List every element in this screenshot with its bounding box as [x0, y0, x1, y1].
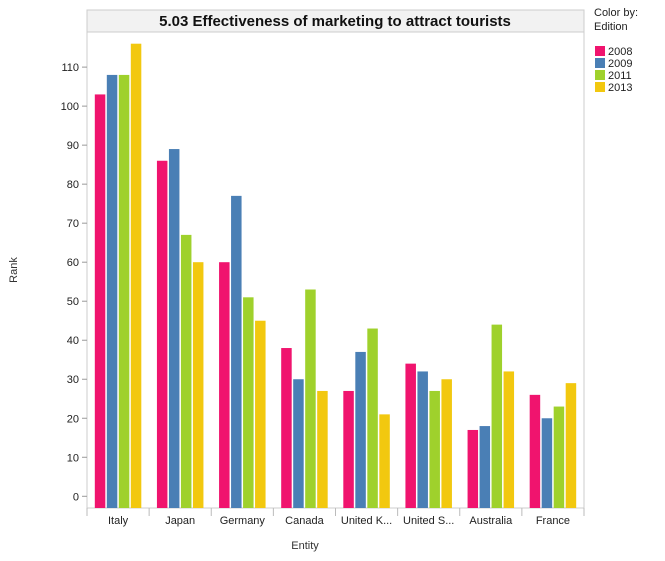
y-tick-label-60: 60	[67, 257, 79, 269]
bar-4-2008	[343, 390, 354, 508]
y-tick-label-50: 50	[67, 296, 79, 308]
x-tick-label-6: Australia	[469, 515, 513, 527]
bars	[94, 43, 577, 509]
legend-swatch-2011	[595, 70, 605, 80]
bar-4-2011	[367, 328, 378, 508]
legend-swatch-2009	[595, 58, 605, 68]
bar-3-2013	[317, 390, 328, 508]
chart-title: 5.03 Effectiveness of marketing to attra…	[159, 13, 511, 30]
bar-7-2009	[541, 418, 553, 508]
y-tick-label-10: 10	[67, 452, 79, 464]
y-tick-label-80: 80	[67, 179, 79, 191]
legend-title-line1: Color by:	[594, 7, 638, 19]
y-tick-label-40: 40	[67, 335, 79, 347]
bar-5-2008	[405, 363, 416, 508]
x-tick-label-1: Japan	[165, 515, 195, 527]
bar-7-2011	[553, 406, 565, 508]
bar-0-2013	[130, 43, 142, 508]
bar-1-2011	[180, 234, 192, 508]
bar-7-2013	[565, 383, 577, 508]
bar-2-2008	[219, 262, 230, 508]
y-tick-label-110: 110	[61, 62, 79, 74]
y-axis-title: Rank	[8, 257, 20, 283]
x-axis-title: Entity	[291, 540, 319, 552]
bar-3-2009	[293, 379, 304, 508]
bar-0-2011	[118, 74, 130, 508]
bar-2-2011	[243, 297, 254, 508]
y-tick-label-90: 90	[67, 140, 79, 152]
bar-5-2009	[417, 371, 428, 508]
bar-3-2008	[281, 348, 292, 508]
bar-6-2011	[491, 324, 503, 508]
bar-1-2009	[168, 149, 180, 508]
bar-1-2013	[192, 262, 204, 508]
legend-label-2011: 2011	[608, 70, 632, 82]
y-tick-label-0: 0	[73, 491, 79, 503]
bar-6-2008	[467, 429, 479, 508]
legend-swatch-2008	[595, 46, 605, 56]
bar-5-2011	[429, 390, 440, 508]
legend-title-line2: Edition	[594, 21, 628, 33]
bar-4-2009	[355, 351, 366, 508]
x-tick-label-0: Italy	[108, 515, 129, 527]
y-tick-label-20: 20	[67, 413, 79, 425]
bar-2-2009	[231, 195, 242, 509]
legend-label-2009: 2009	[608, 58, 632, 70]
y-axis: 0 10 20 30 40 50 60 70 80 90 100 110	[61, 62, 87, 503]
legend-swatch-2013	[595, 82, 605, 92]
legend-label-2013: 2013	[608, 82, 632, 94]
bar-3-2011	[305, 289, 316, 508]
bar-1-2008	[156, 160, 168, 509]
y-tick-label-30: 30	[67, 374, 79, 386]
bar-2-2013	[255, 320, 266, 508]
legend-label-2008: 2008	[608, 46, 632, 58]
x-tick-label-5: United S...	[403, 515, 454, 527]
bar-0-2008	[94, 94, 106, 508]
bar-7-2008	[529, 394, 541, 508]
x-tick-label-4: United K...	[341, 515, 392, 527]
x-axis: Italy Japan Germany Canada United K... United…	[86, 508, 585, 527]
bar-4-2013	[379, 414, 390, 508]
bar-5-2013	[441, 379, 452, 508]
x-tick-label-3: Canada	[285, 515, 324, 527]
x-tick-label-2: Germany	[220, 515, 266, 527]
y-tick-label-70: 70	[67, 218, 79, 230]
x-tick-label-7: France	[536, 515, 570, 527]
bar-6-2013	[503, 371, 515, 508]
bar-0-2009	[106, 74, 118, 508]
y-tick-label-100: 100	[61, 101, 79, 113]
bar-6-2009	[479, 426, 491, 508]
